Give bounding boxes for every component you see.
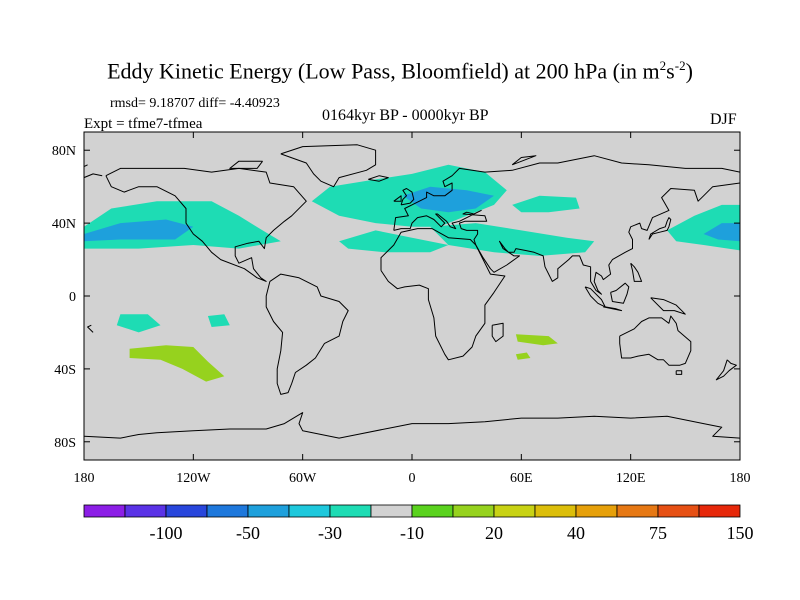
coastline-16 — [603, 306, 623, 312]
colorbar-swatch-6 — [329, 504, 372, 518]
colorbar-swatch-2 — [165, 504, 208, 518]
period-label: 0164kyr BP - 0000kyr BP — [322, 107, 489, 124]
lon-tick-label-0: 180 — [74, 471, 95, 486]
anomaly-region-8 — [84, 219, 194, 242]
colorbar-label-5: 40 — [567, 523, 585, 543]
lon-tick-label-4: 60E — [510, 471, 533, 486]
colorbar-swatch-0 — [83, 504, 126, 518]
coastline-7 — [393, 195, 402, 202]
anomaly-region-6 — [116, 314, 161, 333]
anomaly-region-13 — [515, 352, 531, 360]
colorbar-swatch-12 — [575, 504, 618, 518]
colorbar-swatch-14 — [657, 504, 700, 518]
lat-tick-label-3: 40S — [54, 363, 76, 378]
colorbar-swatch-13 — [616, 504, 659, 518]
colorbar-swatch-7 — [370, 504, 413, 518]
anomaly-region-11 — [129, 345, 225, 382]
coastline-2 — [380, 228, 506, 361]
coastline-3 — [393, 155, 740, 231]
axis-ticks: 180 120W 60W 0 60E 120E 180 80N 40N 0 40S 80S — [52, 132, 751, 486]
colorbar-swatch-10 — [493, 504, 536, 518]
stats-label: rmsd= 9.18707 diff= -4.40923 — [110, 96, 280, 111]
lat-tick-label-1: 40N — [52, 217, 76, 232]
coastline-21 — [229, 160, 263, 169]
season-label: DJF — [710, 111, 737, 128]
colorbar-swatch-8 — [411, 504, 454, 518]
coastline-23 — [511, 155, 537, 166]
coastline-22 — [84, 164, 88, 168]
coastline-0 — [105, 167, 307, 282]
colorbar-swatch-3 — [206, 504, 249, 518]
coastlines — [84, 144, 740, 439]
coastline-1 — [265, 273, 349, 395]
lon-tick-label-1: 120W — [176, 471, 211, 486]
colorbar-swatch-9 — [452, 504, 495, 518]
anomaly-region-12 — [515, 334, 558, 346]
anomaly-region-2 — [430, 223, 595, 256]
colorbar-swatch-11 — [534, 504, 577, 518]
anomaly-regions — [84, 164, 740, 382]
colorbar-label-4: 20 — [485, 523, 503, 543]
coastline-4 — [84, 173, 103, 179]
colorbar-label-3: -10 — [400, 523, 424, 543]
coastline-9 — [280, 144, 377, 188]
anomaly-region-5 — [339, 230, 449, 253]
colorbar-label-6: 75 — [649, 523, 667, 543]
colorbar-swatch-5 — [288, 504, 331, 518]
colorbar-label-1: -50 — [236, 523, 260, 543]
colorbar-label-2: -30 — [318, 523, 342, 543]
coastline-17 — [610, 282, 630, 304]
coastline-5 — [393, 182, 740, 295]
lon-tick-label-2: 60W — [289, 471, 317, 486]
coastline-24 — [87, 324, 94, 333]
coastline-11 — [619, 315, 692, 366]
lat-tick-label-2: 0 — [69, 290, 76, 305]
anomaly-region-7 — [207, 314, 230, 327]
colorbar-swatch-1 — [124, 504, 167, 518]
anomaly-region-4 — [512, 195, 580, 213]
coastline-6 — [400, 188, 415, 206]
colorbar-label-7: 150 — [727, 523, 754, 543]
coastline-20 — [84, 412, 740, 439]
coastline-18 — [650, 297, 686, 315]
colorbar-label-0: -100 — [150, 523, 183, 543]
coastline-14 — [648, 217, 672, 240]
coastline-8 — [368, 175, 389, 182]
anomaly-region-9 — [402, 186, 494, 213]
lat-tick-label-4: 80S — [54, 436, 76, 451]
lon-tick-label-5: 120E — [616, 471, 646, 486]
lat-tick-label-0: 80N — [52, 144, 76, 159]
lon-tick-label-3: 0 — [409, 471, 416, 486]
anomaly-region-10 — [703, 223, 740, 242]
map-title: Eddy Kinetic Energy (Low Pass, Bloomfiel… — [107, 58, 693, 84]
lon-tick-label-6: 180 — [730, 471, 751, 486]
experiment-label: Expt = tfme7-tfmea — [84, 116, 203, 132]
coastline-13 — [715, 359, 737, 381]
coastline-12 — [675, 370, 683, 375]
colorbar: -100 -50 -30 -10 20 40 75 150 — [83, 504, 754, 543]
coastline-19 — [630, 262, 643, 282]
coastline-10 — [491, 322, 504, 343]
colorbar-swatch-15 — [698, 504, 741, 518]
colorbar-swatch-4 — [247, 504, 290, 518]
